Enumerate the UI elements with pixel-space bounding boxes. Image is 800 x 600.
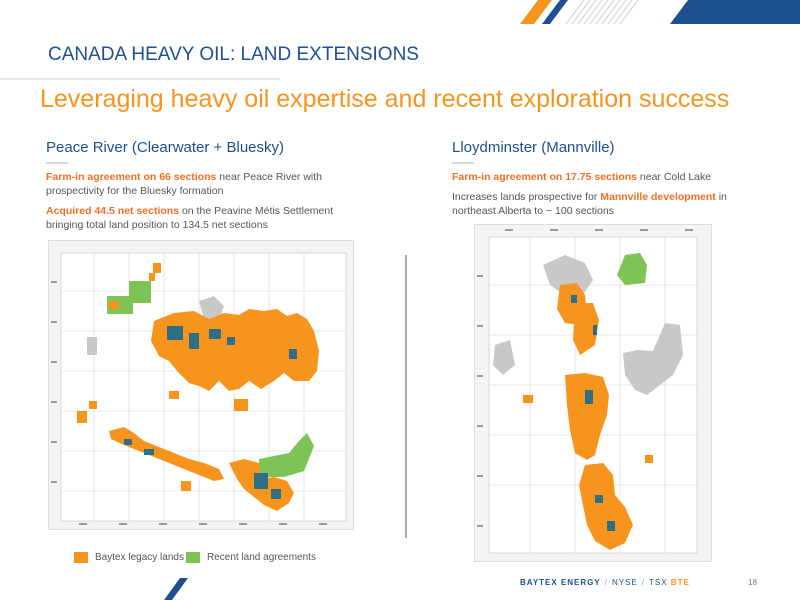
footer-exchange-nyse: NYSE xyxy=(611,578,638,587)
lloydminster-farm-in-text: Farm-in agreement on 17.75 sections near… xyxy=(452,170,772,184)
lloydminster-increase-before: Increases lands prospective for xyxy=(452,191,601,203)
peace-river-acquisition-rest: on the Peavine Métis Settlement bringing… xyxy=(46,205,334,231)
column-divider xyxy=(405,255,407,538)
peace-river-farm-in-highlight: Farm-in agreement on 66 sections xyxy=(46,171,217,183)
peace-river-farm-in-rest: near Peace River with prospectivity for … xyxy=(46,171,323,197)
peace-river-heading: Peace River (Clearwater + Bluesky) xyxy=(46,139,285,156)
footer-separator-1: / xyxy=(604,578,608,587)
lloydminster-heading-rule xyxy=(452,162,474,164)
lloydminster-heading: Lloydminster (Mannville) xyxy=(452,139,615,156)
legend-item-recent: Recent land agreements xyxy=(186,552,316,563)
lloydminster-increase-text: Increases lands prospective for Mannvill… xyxy=(452,190,772,218)
peace-river-heading-rule xyxy=(46,162,68,164)
legend-label-recent: Recent land agreements xyxy=(207,552,316,563)
legend-label-legacy: Baytex legacy lands xyxy=(95,552,184,563)
footer-exchange-tsx: TSX xyxy=(649,578,668,587)
footer-ticker: BTE xyxy=(670,578,690,587)
lloydminster-increase-after: in northeast Alberta to ~ 100 sections xyxy=(452,191,727,217)
title-divider xyxy=(0,78,280,80)
headline: Leveraging heavy oil expertise and recen… xyxy=(40,85,730,113)
lloydminster-increase-highlight: Mannville development xyxy=(600,191,716,203)
section-title: CANADA HEAVY OIL: LAND EXTENSIONS xyxy=(48,44,419,65)
lloydminster-land-map xyxy=(474,224,712,562)
peace-river-farm-in-text: Farm-in agreement on 66 sections near Pe… xyxy=(46,170,376,198)
footer-brand: BAYTEX ENERGY / NYSE / TSX BTE xyxy=(520,578,690,587)
lloydminster-farm-in-rest: near Cold Lake xyxy=(636,171,712,183)
header-stripe-decoration xyxy=(520,0,800,24)
footer-separator-2: / xyxy=(641,578,645,587)
footer-stripe-decoration xyxy=(164,578,188,600)
page-number: 18 xyxy=(748,578,757,587)
legend-swatch-legacy xyxy=(74,552,88,563)
peace-river-acquisition-text: Acquired 44.5 net sections on the Peavin… xyxy=(46,204,366,232)
legend-item-legacy: Baytex legacy lands xyxy=(74,552,184,563)
peace-river-land-map xyxy=(48,240,354,530)
legend-swatch-recent xyxy=(186,552,200,563)
lloydminster-farm-in-highlight: Farm-in agreement on 17.75 sections xyxy=(452,171,637,183)
peace-river-acquisition-highlight: Acquired 44.5 net sections xyxy=(46,205,180,217)
footer-brand-name: BAYTEX ENERGY xyxy=(520,578,601,587)
